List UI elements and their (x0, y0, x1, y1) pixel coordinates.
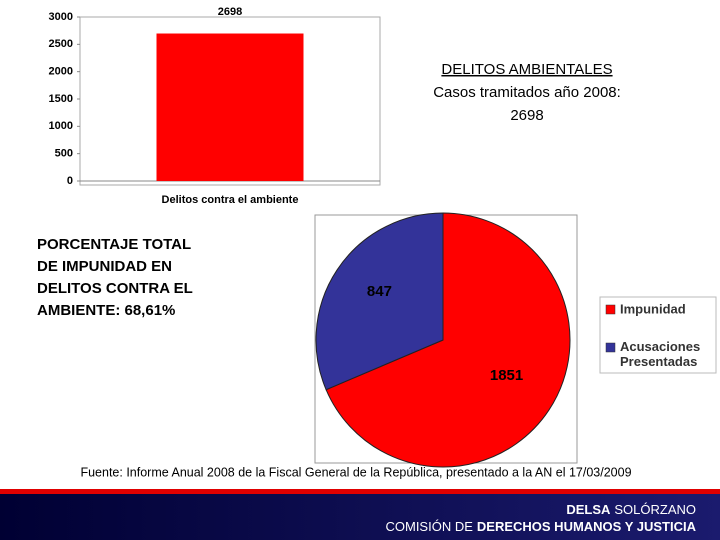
footer-band (0, 494, 720, 540)
y-tick-label: 2000 (49, 66, 73, 78)
source-note: Fuente: Informe Anual 2008 de la Fiscal … (80, 465, 631, 479)
heading: DELITOS AMBIENTALES (441, 61, 612, 78)
bar-plot-frame (79, 16, 381, 186)
legend-swatch (605, 342, 616, 353)
legend-swatch (605, 304, 616, 315)
note-line: DE IMPUNIDAD EN (37, 258, 172, 275)
legend-label-line: Presentadas (620, 354, 697, 369)
bar (156, 33, 304, 181)
note-line: AMBIENTE: 68,61% (37, 302, 175, 319)
footer-stripe (0, 489, 720, 494)
note-line: DELITOS CONTRA EL (37, 280, 193, 297)
footer-name: DELSA SOLÓRZANO (566, 502, 696, 517)
subheading: Casos tramitados año 2008: (433, 84, 621, 101)
legend-label: Impunidad (620, 301, 686, 316)
footer-org: COMISIÓN DE DERECHOS HUMANOS Y JUSTICIA (385, 519, 696, 534)
impunity-note: PORCENTAJE TOTAL DE IMPUNIDAD EN DELITOS… (37, 236, 193, 319)
footer-org-rest: COMISIÓN DE (385, 519, 473, 534)
note-line: PORCENTAJE TOTAL (37, 236, 191, 253)
y-tick-label: 1500 (49, 93, 73, 105)
footer-org-bold: DERECHOS HUMANOS Y JUSTICIA (477, 519, 697, 534)
legend-label-line: Acusaciones (620, 339, 700, 354)
legend-label: Acusaciones Presentadas (620, 339, 700, 369)
y-tick-label: 0 (67, 175, 73, 187)
y-tick-label: 3000 (49, 11, 73, 23)
pie-slice (315, 212, 444, 391)
value-label: 1851 (490, 367, 523, 384)
footer-name-rest: SOLÓRZANO (614, 502, 696, 517)
value-label: 2698 (218, 6, 242, 18)
legend-frame (599, 296, 717, 374)
y-tick-label: 1000 (49, 120, 73, 132)
pie-slice (325, 212, 571, 468)
y-tick-label: 500 (55, 148, 73, 160)
y-tick-label: 2500 (49, 38, 73, 50)
x-tick-label: Delitos contra el ambiente (162, 194, 299, 206)
footer-name-bold: DELSA (566, 502, 611, 517)
value-label: 847 (367, 283, 392, 300)
subheading: 2698 (510, 107, 543, 124)
